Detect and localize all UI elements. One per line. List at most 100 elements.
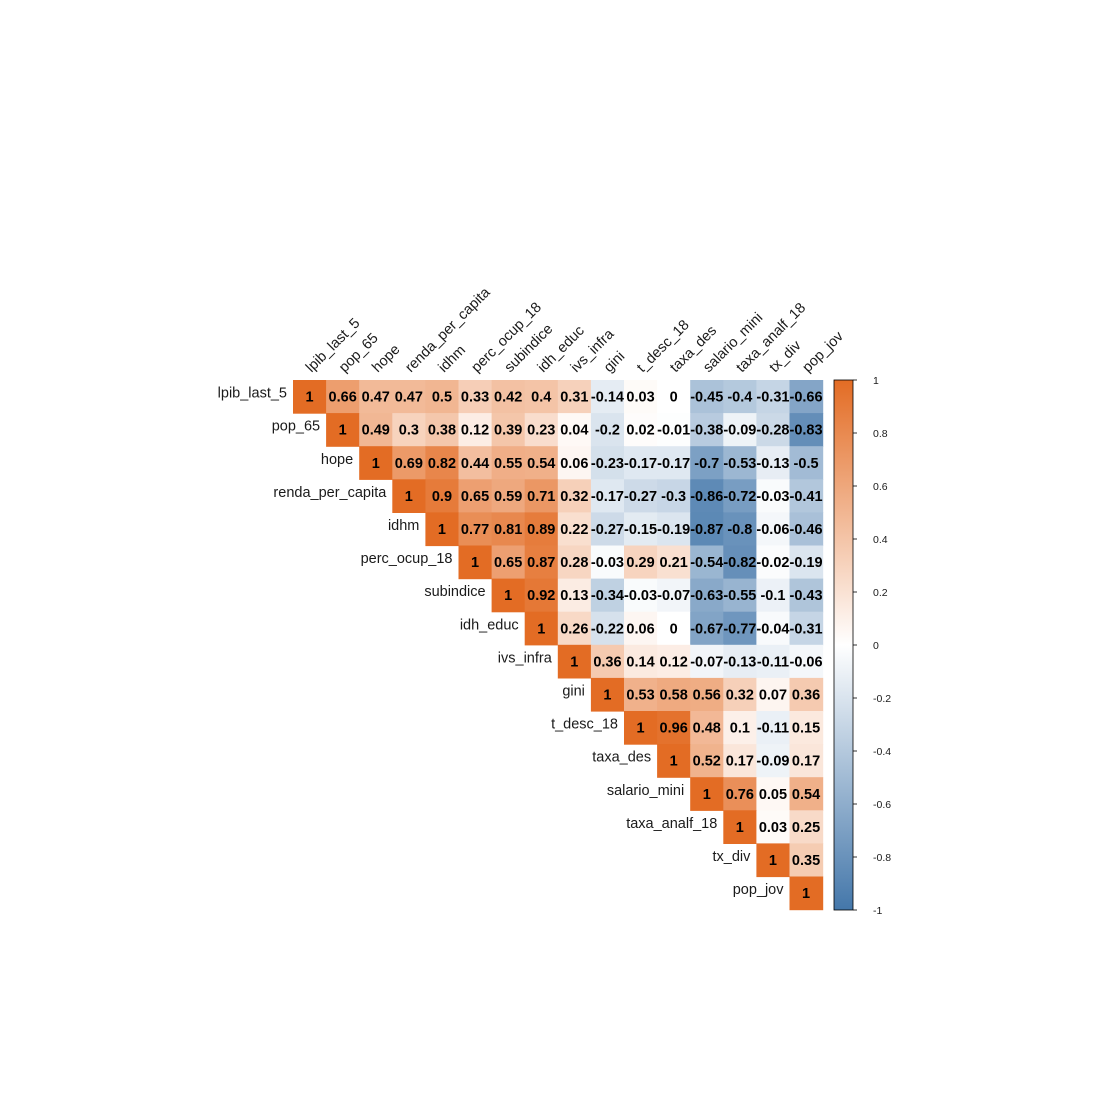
- cell-value-renda_per_capita-idhm: 0.9: [432, 489, 452, 505]
- cell-value-salario_mini-tx_div: 0.05: [759, 787, 787, 803]
- heatmap-cell-subindice-idh_educ: [524, 578, 559, 613]
- cell-value-ivs_infra-salario_mini: -0.07: [690, 654, 723, 670]
- row-label-gini: gini: [562, 683, 585, 699]
- cell-value-hope-ivs_infra: 0.06: [560, 456, 588, 472]
- cell-value-idhm-subindice: 0.81: [494, 522, 522, 538]
- cell-value-renda_per_capita-pop_jov: -0.41: [790, 489, 823, 505]
- cell-value-ivs_infra-t_desc_18: 0.14: [626, 654, 654, 670]
- heatmap-cell-taxa_des-taxa_des: [657, 744, 691, 778]
- heatmap-cell-gini-pop_jov: [789, 677, 824, 712]
- heatmap-cell-ivs_infra-pop_jov: [789, 644, 824, 679]
- cell-value-salario_mini-pop_jov: 0.54: [792, 787, 820, 803]
- cell-value-renda_per_capita-taxa_des: -0.3: [661, 489, 686, 505]
- cell-value-t_desc_18-salario_mini: 0.48: [693, 721, 721, 737]
- cell-value-pop_65-tx_div: -0.28: [756, 423, 789, 439]
- cell-value-perc_ocup_18-t_desc_18: 0.29: [626, 555, 654, 571]
- heatmap-cell-subindice-subindice: [491, 578, 526, 613]
- cell-value-hope-taxa_analf_18: -0.53: [723, 456, 756, 472]
- heatmap-cell-taxa_des-pop_jov: [789, 744, 824, 778]
- cell-value-pop_65-perc_ocup_18: 0.12: [461, 423, 489, 439]
- cell-value-renda_per_capita-ivs_infra: 0.32: [560, 489, 588, 505]
- heatmap-cell-renda_per_capita-renda_per_capita: [392, 479, 426, 513]
- heatmap-cell-idh_educ-salario_mini: [690, 611, 724, 646]
- cell-value-ivs_infra-ivs_infra: 1: [570, 654, 578, 670]
- row-label-taxa_analf_18: taxa_analf_18: [626, 816, 717, 832]
- cell-value-perc_ocup_18-gini: -0.03: [591, 555, 624, 571]
- cell-value-taxa_des-taxa_analf_18: 0.17: [726, 754, 754, 770]
- cell-value-gini-taxa_des: 0.58: [660, 687, 688, 703]
- cell-value-hope-hope: 1: [372, 456, 380, 472]
- heatmap-cell-taxa_des-taxa_analf_18: [723, 744, 757, 778]
- heatmap-cell-perc_ocup_18-taxa_des: [657, 545, 691, 580]
- heatmap-cell-subindice-taxa_des: [657, 578, 691, 613]
- heatmap-cell-lpib_last_5-salario_mini: [690, 380, 724, 414]
- heatmap-cell-renda_per_capita-ivs_infra: [557, 479, 592, 513]
- cell-value-idhm-idh_educ: 0.89: [527, 522, 555, 538]
- heatmap-cell-hope-ivs_infra: [557, 446, 592, 480]
- heatmap-cell-ivs_infra-salario_mini: [690, 644, 724, 679]
- colorbar-tick-label: -0.4: [873, 746, 891, 758]
- heatmap-cell-lpib_last_5-taxa_des: [657, 380, 691, 414]
- row-label-tx_div: tx_div: [713, 849, 752, 865]
- heatmap-cell-taxa_des-salario_mini: [690, 744, 724, 778]
- heatmap-cell-pop_65-idhm: [425, 413, 460, 447]
- cell-value-renda_per_capita-gini: -0.17: [591, 489, 624, 505]
- cell-value-idhm-tx_div: -0.06: [756, 522, 789, 538]
- row-label-idh_educ: idh_educ: [460, 617, 519, 633]
- heatmap-cell-renda_per_capita-idhm: [425, 479, 460, 513]
- heatmap-cell-idh_educ-ivs_infra: [557, 611, 592, 646]
- cell-value-lpib_last_5-lpib_last_5: 1: [306, 390, 314, 406]
- heatmap-cell-hope-subindice: [491, 446, 526, 480]
- cell-value-renda_per_capita-t_desc_18: -0.27: [624, 489, 657, 505]
- colorbar-tick-label: -0.8: [873, 852, 891, 864]
- cell-value-lpib_last_5-renda_per_capita: 0.47: [395, 390, 423, 406]
- heatmap-cell-perc_ocup_18-pop_jov: [789, 545, 824, 580]
- cell-value-gini-salario_mini: 0.56: [693, 687, 721, 703]
- cell-value-pop_65-t_desc_18: 0.02: [626, 423, 654, 439]
- heatmap-cell-pop_65-salario_mini: [690, 413, 724, 447]
- heatmap-cell-perc_ocup_18-taxa_analf_18: [723, 545, 757, 580]
- cell-value-pop_65-renda_per_capita: 0.3: [399, 423, 419, 439]
- row-label-taxa_des: taxa_des: [592, 750, 651, 766]
- heatmap-cell-hope-pop_jov: [789, 446, 824, 480]
- heatmap-cell-pop_65-idh_educ: [524, 413, 559, 447]
- row-label-t_desc_18: t_desc_18: [551, 717, 618, 733]
- cell-value-ivs_infra-tx_div: -0.11: [757, 654, 789, 670]
- cell-value-pop_65-taxa_analf_18: -0.09: [723, 423, 756, 439]
- row-label-pop_65: pop_65: [272, 419, 320, 435]
- cell-value-salario_mini-salario_mini: 1: [703, 787, 711, 803]
- heatmap-cell-idh_educ-taxa_analf_18: [723, 611, 757, 646]
- heatmap-cell-t_desc_18-taxa_des: [657, 711, 691, 745]
- heatmap-cell-salario_mini-pop_jov: [789, 777, 824, 811]
- cell-value-idhm-perc_ocup_18: 0.77: [461, 522, 489, 538]
- row-label-idhm: idhm: [388, 518, 419, 534]
- cell-value-pop_65-idhm: 0.38: [428, 423, 456, 439]
- heatmap-cell-subindice-salario_mini: [690, 578, 724, 613]
- row-label-renda_per_capita: renda_per_capita: [273, 485, 387, 501]
- heatmap-cell-subindice-taxa_analf_18: [723, 578, 757, 613]
- heatmap-cell-idhm-salario_mini: [690, 512, 724, 547]
- cell-value-subindice-taxa_analf_18: -0.55: [723, 588, 756, 604]
- cell-value-idh_educ-taxa_des: 0: [670, 621, 678, 637]
- heatmap-cell-idhm-subindice: [491, 512, 526, 547]
- heatmap-cell-pop_65-hope: [359, 413, 393, 447]
- heatmap-cell-idh_educ-tx_div: [756, 611, 791, 646]
- heatmap-cell-lpib_last_5-idhm: [425, 380, 460, 414]
- cell-value-tx_div-pop_jov: 0.35: [792, 853, 820, 869]
- heatmap-cell-idhm-pop_jov: [789, 512, 824, 547]
- cell-value-idh_educ-idh_educ: 1: [537, 621, 545, 637]
- cell-value-pop_65-taxa_des: -0.01: [657, 423, 690, 439]
- heatmap-cell-ivs_infra-t_desc_18: [624, 644, 658, 679]
- heatmap-cell-lpib_last_5-tx_div: [756, 380, 791, 414]
- heatmap-cell-idh_educ-taxa_des: [657, 611, 691, 646]
- cell-value-taxa_des-taxa_des: 1: [670, 754, 678, 770]
- heatmap-cell-hope-taxa_des: [657, 446, 691, 480]
- heatmap-cell-lpib_last_5-ivs_infra: [557, 380, 592, 414]
- cell-value-renda_per_capita-subindice: 0.59: [494, 489, 522, 505]
- cell-value-subindice-t_desc_18: -0.03: [624, 588, 657, 604]
- cell-value-lpib_last_5-taxa_analf_18: -0.4: [727, 390, 752, 406]
- cell-value-hope-salario_mini: -0.7: [694, 456, 719, 472]
- cell-value-hope-taxa_des: -0.17: [657, 456, 690, 472]
- cell-value-renda_per_capita-salario_mini: -0.86: [690, 489, 723, 505]
- heatmap-cell-gini-gini: [590, 677, 625, 712]
